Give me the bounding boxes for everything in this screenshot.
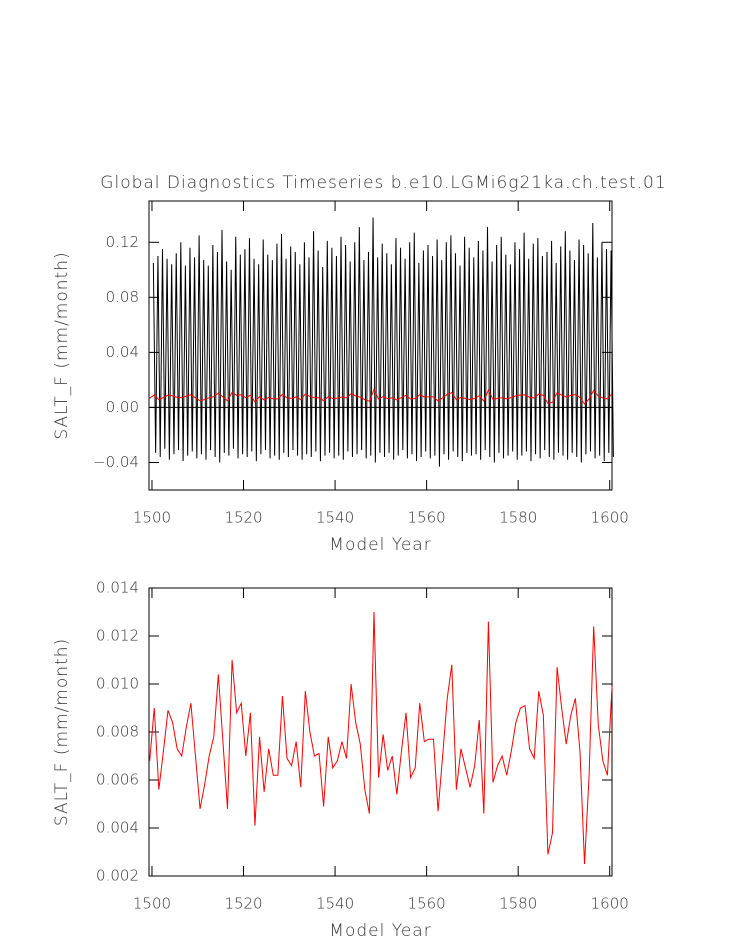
x-tick-label: 1560: [408, 509, 446, 527]
y-tick-label: 0.002: [96, 867, 139, 885]
y-tick-label: 0.012: [96, 627, 139, 645]
x-tick-label: 1540: [316, 509, 354, 527]
y-tick-label: 0.014: [96, 579, 139, 597]
series-line: [149, 388, 613, 405]
x-axis-label: Model Year: [329, 921, 431, 941]
series-line: [149, 611, 613, 865]
plot-frame: [148, 587, 613, 877]
series-line: [152, 217, 614, 467]
x-tick-label: 1520: [224, 895, 262, 913]
x-tick-label: 1580: [499, 895, 537, 913]
x-axis-label: Model Year: [329, 535, 431, 555]
y-tick-label: 0.04: [106, 343, 139, 361]
x-tick-label: 1500: [133, 509, 171, 527]
y-tick-label: 0.008: [96, 723, 139, 741]
y-tick-label: 0.00: [106, 398, 139, 416]
y-tick-label: 0.08: [106, 288, 139, 306]
y-axis-label: SALT_F (mm/month): [52, 251, 72, 439]
x-tick-label: 1540: [316, 895, 354, 913]
x-tick-label: 1560: [408, 895, 446, 913]
y-tick-label: −0.04: [93, 453, 139, 471]
x-tick-label: 1600: [591, 509, 629, 527]
y-tick-label: 0.004: [96, 819, 139, 837]
y-tick-label: 0.12: [106, 233, 139, 251]
x-tick-label: 1580: [499, 509, 537, 527]
x-tick-label: 1520: [224, 509, 262, 527]
x-tick-label: 1500: [133, 895, 171, 913]
y-tick-label: 0.010: [96, 675, 139, 693]
y-axis-label: SALT_F (mm/month): [52, 638, 72, 826]
chart-title: Global Diagnostics Timeseries b.e10.LGMi…: [100, 173, 666, 193]
y-tick-label: 0.006: [96, 771, 139, 789]
x-tick-label: 1600: [591, 895, 629, 913]
